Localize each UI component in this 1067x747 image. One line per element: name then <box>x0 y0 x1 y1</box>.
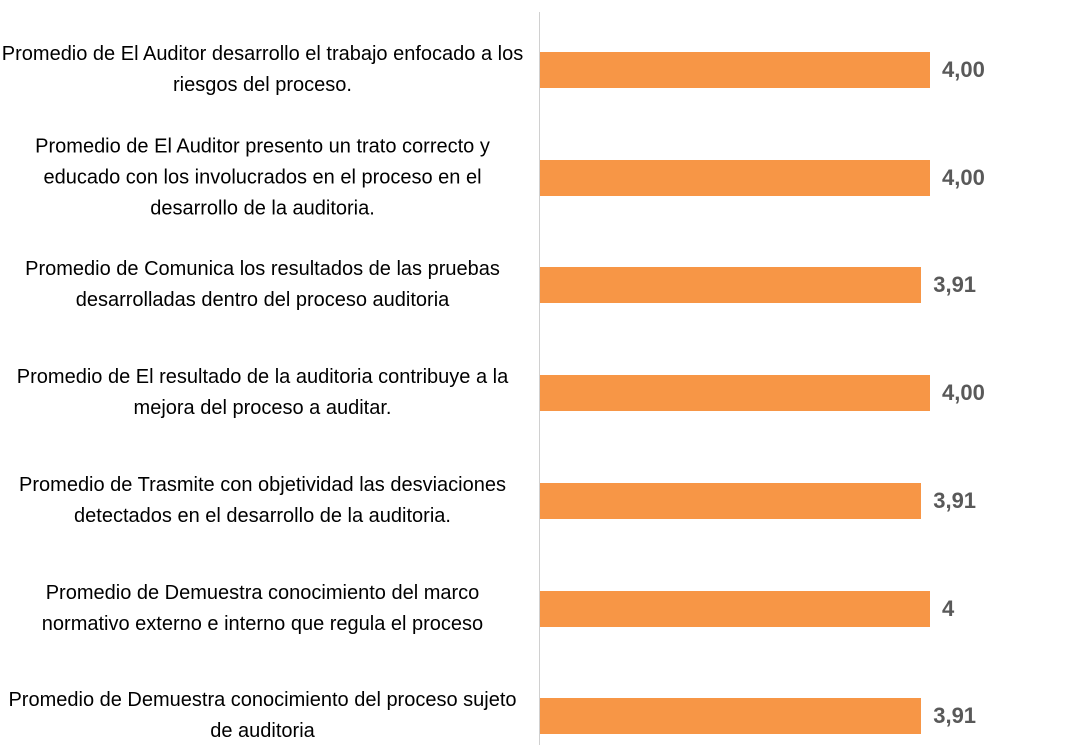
category-label: Promedio de El resultado de la auditoria… <box>16 366 509 420</box>
category-axis <box>539 12 540 745</box>
category-label: Promedio de Demuestra conocimiento del m… <box>41 581 484 635</box>
bar <box>540 159 930 196</box>
category-label: Promedio de El Auditor presento un trato… <box>35 135 490 220</box>
value-label: 3,91 <box>933 703 977 729</box>
bar <box>540 482 922 519</box>
category-label: Promedio de Demuestra conocimiento del p… <box>8 689 517 743</box>
value-label: 4,00 <box>942 380 985 406</box>
value-label: 4,00 <box>942 57 985 82</box>
category-label: Promedio de Trasmite con objetividad las… <box>19 473 506 527</box>
category-label: Promedio de El Auditor desarrollo el tra… <box>1 43 524 96</box>
value-label: 3,91 <box>933 272 977 298</box>
bar <box>540 698 922 735</box>
value-label: 3,91 <box>933 487 977 513</box>
bar <box>540 267 922 304</box>
bar <box>540 52 930 88</box>
category-label: Promedio de Comunica los resultados de l… <box>25 258 500 312</box>
bar <box>540 590 930 627</box>
bar <box>540 375 930 412</box>
value-label: 4 <box>942 595 955 621</box>
value-label: 4,00 <box>942 164 985 190</box>
